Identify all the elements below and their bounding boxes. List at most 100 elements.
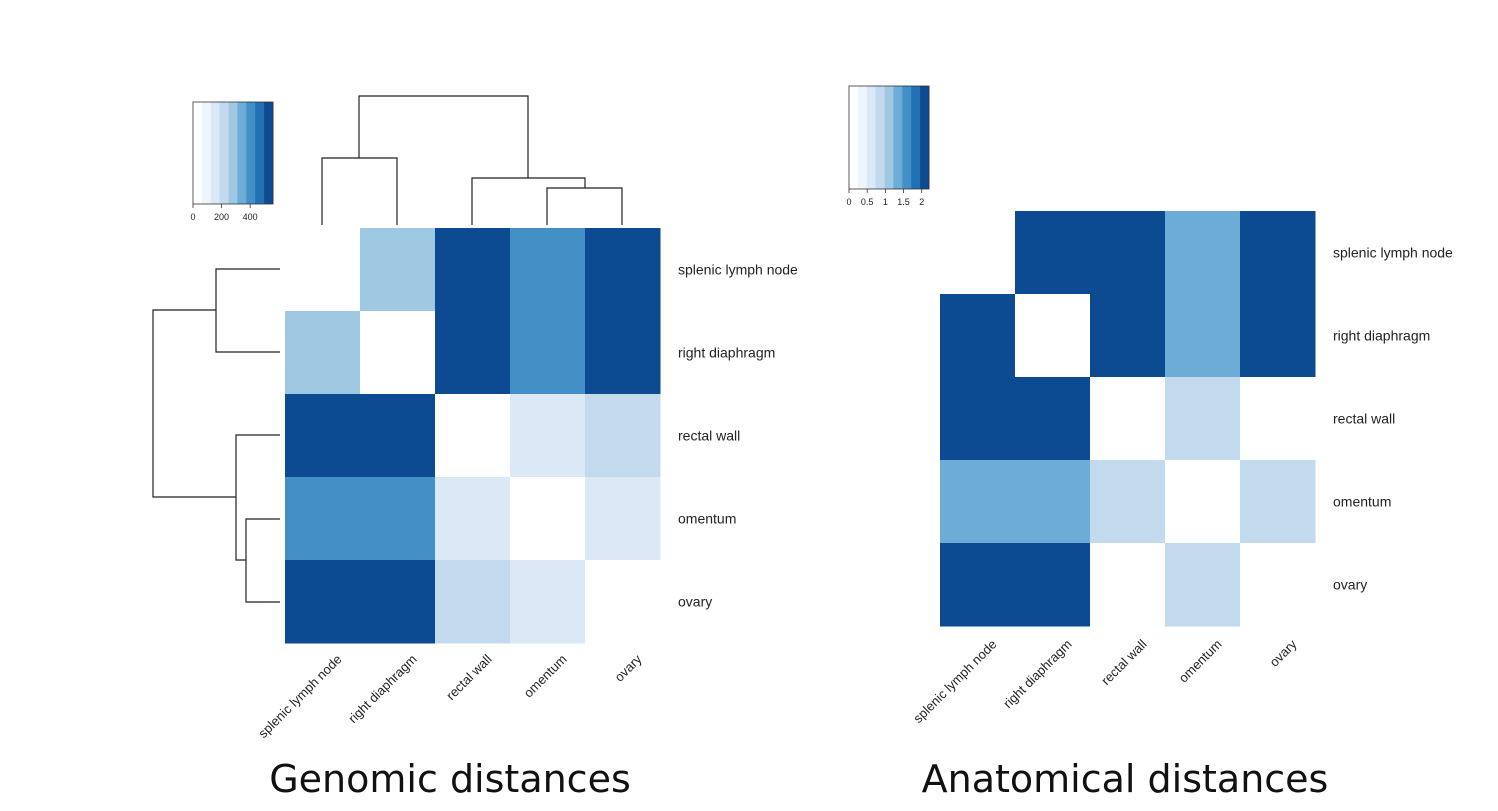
heatmap-cell — [1165, 294, 1241, 378]
column-label: ovary — [1267, 636, 1300, 669]
row-label: ovary — [1333, 577, 1367, 593]
dendrogram-branch — [152, 309, 236, 498]
heatmap-cell — [360, 477, 436, 561]
heatmap-cell — [940, 211, 1016, 295]
heatmap-cell — [940, 294, 1016, 378]
heatmap-cell — [1165, 543, 1241, 627]
anatomical-heatmap-cells — [940, 211, 1316, 627]
row-label: right diaphragm — [678, 345, 775, 361]
column-label: omentum — [521, 652, 570, 701]
color-key-tick-label: 2 — [919, 197, 924, 207]
heatmap-cell — [940, 543, 1016, 627]
dendrogram-branch — [471, 177, 586, 225]
heatmap-cell — [1240, 460, 1316, 544]
color-key-frame — [192, 101, 274, 205]
dendrogram-branch — [358, 95, 529, 178]
color-key-swatch — [201, 102, 212, 204]
heatmap-cell — [510, 228, 586, 312]
color-key-tick-label: 400 — [243, 212, 258, 222]
heatmap-cell — [285, 311, 361, 395]
color-key-swatch — [884, 86, 894, 189]
heatmap-cell — [1240, 211, 1316, 295]
color-key-swatch — [920, 86, 930, 189]
dendrogram-branch — [245, 518, 280, 603]
color-key-swatch — [193, 102, 203, 204]
column-label: right diaphragm — [345, 652, 419, 726]
color-key-tick-label: 1 — [883, 197, 888, 207]
column-label: ovary — [612, 651, 645, 684]
heatmap-cell — [1090, 460, 1166, 544]
row-label: rectal wall — [1333, 411, 1395, 427]
heatmap-cell — [1165, 377, 1241, 461]
color-key-swatch — [237, 102, 247, 204]
heatmap-cell — [1015, 294, 1091, 378]
heatmap-cell — [1015, 377, 1091, 461]
genomic-heatmap-cells — [285, 228, 661, 644]
anatomical-column-labels: splenic lymph node right diaphragm rectal … — [910, 636, 1300, 726]
color-key-swatch — [219, 102, 229, 204]
heatmap-cell — [940, 460, 1016, 544]
color-key-swatch — [246, 102, 256, 204]
heatmap-cell — [285, 560, 361, 644]
heatmap-cell — [285, 228, 361, 312]
heatmap-cell — [435, 477, 511, 561]
color-key-swatch — [866, 86, 876, 189]
color-key-swatch — [911, 86, 921, 189]
heatmap-cell — [585, 228, 661, 312]
column-label: rectal wall — [1098, 636, 1150, 688]
heatmap-cell — [435, 394, 511, 478]
heatmap-cell — [1240, 543, 1316, 627]
heatmap-cell — [585, 560, 661, 644]
row-label: splenic lymph node — [678, 262, 798, 278]
heatmap-cell — [435, 560, 511, 644]
heatmap-cell — [1015, 460, 1091, 544]
color-key-tick-label: 0 — [190, 212, 195, 222]
heatmap-cell — [510, 477, 586, 561]
heatmap-cell — [1240, 294, 1316, 378]
heatmap-cell — [940, 377, 1016, 461]
column-label: splenic lymph node — [255, 652, 344, 741]
column-label: rectal wall — [443, 651, 495, 703]
heatmap-cell — [360, 394, 436, 478]
heatmap-cell — [1090, 211, 1166, 295]
heatmap-cell — [360, 560, 436, 644]
dendrogram-branch — [546, 187, 623, 225]
heatmap-cell — [1165, 211, 1241, 295]
heatmap-cell — [585, 477, 661, 561]
heatmap-cell — [510, 311, 586, 395]
genomic-chart-title: Genomic distances — [269, 757, 631, 801]
column-label: right diaphragm — [1000, 637, 1074, 711]
color-key-tick-label: 200 — [214, 212, 229, 222]
genomic-row-labels: splenic lymph node right diaphragm rectal … — [678, 262, 798, 610]
color-key-swatch — [893, 86, 903, 189]
genomic-column-dendrogram — [321, 95, 623, 225]
anatomical-chart-title: Anatomical distances — [922, 757, 1329, 801]
anatomical-color-key: 0 0.5 1 1.5 2 — [846, 85, 930, 207]
dendrogram-branch — [215, 268, 280, 353]
genomic-color-key: 0 200 400 — [190, 101, 274, 222]
genomic-row-dendrogram — [152, 268, 280, 603]
color-key-swatch — [255, 102, 265, 204]
color-key-tick-label: 0.5 — [861, 197, 874, 207]
heatmap-cell — [1090, 377, 1166, 461]
row-label: ovary — [678, 594, 712, 610]
heatmap-cell — [510, 560, 586, 644]
heatmap-cell — [360, 228, 436, 312]
column-label: splenic lymph node — [910, 637, 999, 726]
row-label: right diaphragm — [1333, 328, 1430, 344]
heatmap-cell — [435, 228, 511, 312]
heatmap-cell — [510, 394, 586, 478]
color-key-swatch — [228, 102, 238, 204]
row-label: omentum — [678, 511, 736, 527]
color-key-tick-label: 0 — [846, 197, 851, 207]
heatmap-cell — [585, 394, 661, 478]
row-label: omentum — [1333, 494, 1391, 510]
heatmap-cell — [585, 311, 661, 395]
heatmap-cell — [1090, 543, 1166, 627]
column-label: omentum — [1176, 637, 1225, 686]
heatmap-cell — [435, 311, 511, 395]
dendrogram-branch — [321, 157, 398, 225]
